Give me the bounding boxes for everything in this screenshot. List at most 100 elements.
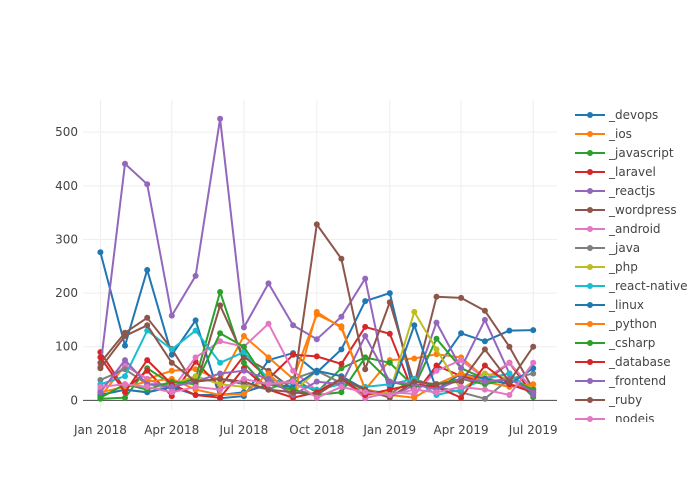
data-point — [530, 389, 537, 396]
data-point — [530, 365, 537, 372]
data-point — [144, 357, 151, 364]
data-point — [313, 353, 320, 360]
legend-item[interactable]: _android — [575, 222, 661, 236]
data-point — [433, 319, 440, 326]
legend-marker — [587, 340, 593, 346]
data-point — [481, 395, 488, 402]
data-point — [386, 330, 393, 337]
legend-item[interactable]: _reactjs — [575, 184, 655, 198]
x-tick-label: Apr 2019 — [434, 423, 489, 437]
x-tick-label: Jan 2018 — [73, 423, 127, 437]
data-point — [122, 373, 128, 380]
data-point — [411, 308, 418, 315]
data-point — [411, 378, 418, 385]
data-point — [386, 299, 393, 306]
legend-item[interactable]: _database — [575, 355, 671, 369]
data-point — [192, 272, 199, 279]
data-point — [168, 389, 175, 396]
data-point — [313, 336, 320, 343]
data-point — [411, 394, 418, 401]
data-point — [290, 322, 297, 329]
data-point — [192, 392, 199, 398]
x-tick-label: Jul 2019 — [508, 423, 558, 437]
series-layer — [97, 115, 537, 402]
data-point — [240, 343, 247, 350]
data-point — [530, 343, 537, 350]
data-point — [481, 346, 488, 353]
legend-label: _csharp — [608, 336, 655, 350]
data-point — [338, 389, 345, 396]
legend[interactable]: _devops _ios _javascript _laravel _reactjs _w… — [575, 108, 688, 426]
y-tick-label: 0 — [70, 393, 78, 407]
legend-label: _nodejs — [608, 412, 655, 426]
data-point — [97, 359, 104, 366]
legend-item[interactable]: _devops — [575, 108, 658, 122]
legend-item[interactable]: _python — [575, 317, 657, 331]
data-point — [192, 354, 199, 361]
data-point — [97, 383, 104, 390]
data-point — [122, 389, 128, 396]
data-point — [458, 370, 465, 377]
y-tick-label: 400 — [55, 179, 78, 193]
data-point — [338, 255, 345, 262]
data-point — [481, 362, 488, 369]
legend-item[interactable]: _ruby — [575, 393, 642, 407]
data-point — [144, 267, 151, 273]
legend-item[interactable]: _frontend — [575, 374, 666, 388]
data-point — [362, 354, 369, 361]
data-point — [433, 362, 440, 369]
data-point — [217, 330, 224, 337]
legend-item[interactable]: _php — [575, 260, 638, 274]
data-point — [97, 249, 104, 256]
data-point — [481, 307, 488, 314]
data-point — [481, 378, 488, 385]
legend-item[interactable]: _csharp — [575, 336, 655, 350]
data-point — [144, 383, 151, 390]
data-point — [506, 370, 513, 377]
y-tick-label: 500 — [55, 125, 78, 139]
data-point — [192, 317, 199, 324]
data-point — [144, 314, 151, 321]
legend-item[interactable]: _linux — [575, 298, 644, 312]
data-point — [265, 354, 272, 361]
data-point — [386, 392, 393, 398]
data-point — [506, 378, 513, 385]
legend-marker — [587, 169, 593, 175]
legend-label: _laravel — [608, 165, 656, 179]
data-point — [506, 359, 513, 366]
data-point — [122, 160, 128, 167]
axis-labels-layer: 0 100 200 300 400 500 Jan 2018 Apr 2018 Jul 2018… — [55, 125, 558, 437]
data-point — [338, 375, 345, 382]
legend-item[interactable]: _nodejs — [575, 412, 655, 426]
legend-item[interactable]: _javascript — [575, 146, 674, 160]
data-point — [338, 360, 345, 367]
data-point — [265, 381, 272, 388]
data-point — [217, 386, 224, 393]
data-point — [530, 359, 537, 366]
data-point — [217, 381, 224, 388]
legend-item[interactable]: _java — [575, 241, 640, 255]
data-point — [362, 366, 369, 373]
data-point — [458, 394, 465, 401]
data-point — [265, 280, 272, 287]
data-point — [530, 327, 537, 334]
data-point — [338, 313, 345, 320]
x-tick-label: Jul 2018 — [218, 423, 268, 437]
data-point — [481, 370, 488, 377]
legend-marker — [587, 207, 593, 213]
legend-label: _java — [608, 241, 640, 255]
legend-item[interactable]: _react-native — [575, 279, 688, 293]
legend-marker — [587, 245, 593, 251]
legend-item[interactable]: _laravel — [575, 165, 656, 179]
data-point — [168, 312, 175, 319]
data-point — [240, 390, 247, 397]
legend-item[interactable]: _ios — [575, 127, 632, 141]
data-point — [338, 383, 345, 390]
data-point — [433, 381, 440, 388]
legend-label: _android — [608, 222, 661, 236]
legend-item[interactable]: _wordpress — [575, 203, 677, 217]
legend-label: _reactjs — [608, 184, 655, 198]
data-point — [411, 355, 418, 362]
